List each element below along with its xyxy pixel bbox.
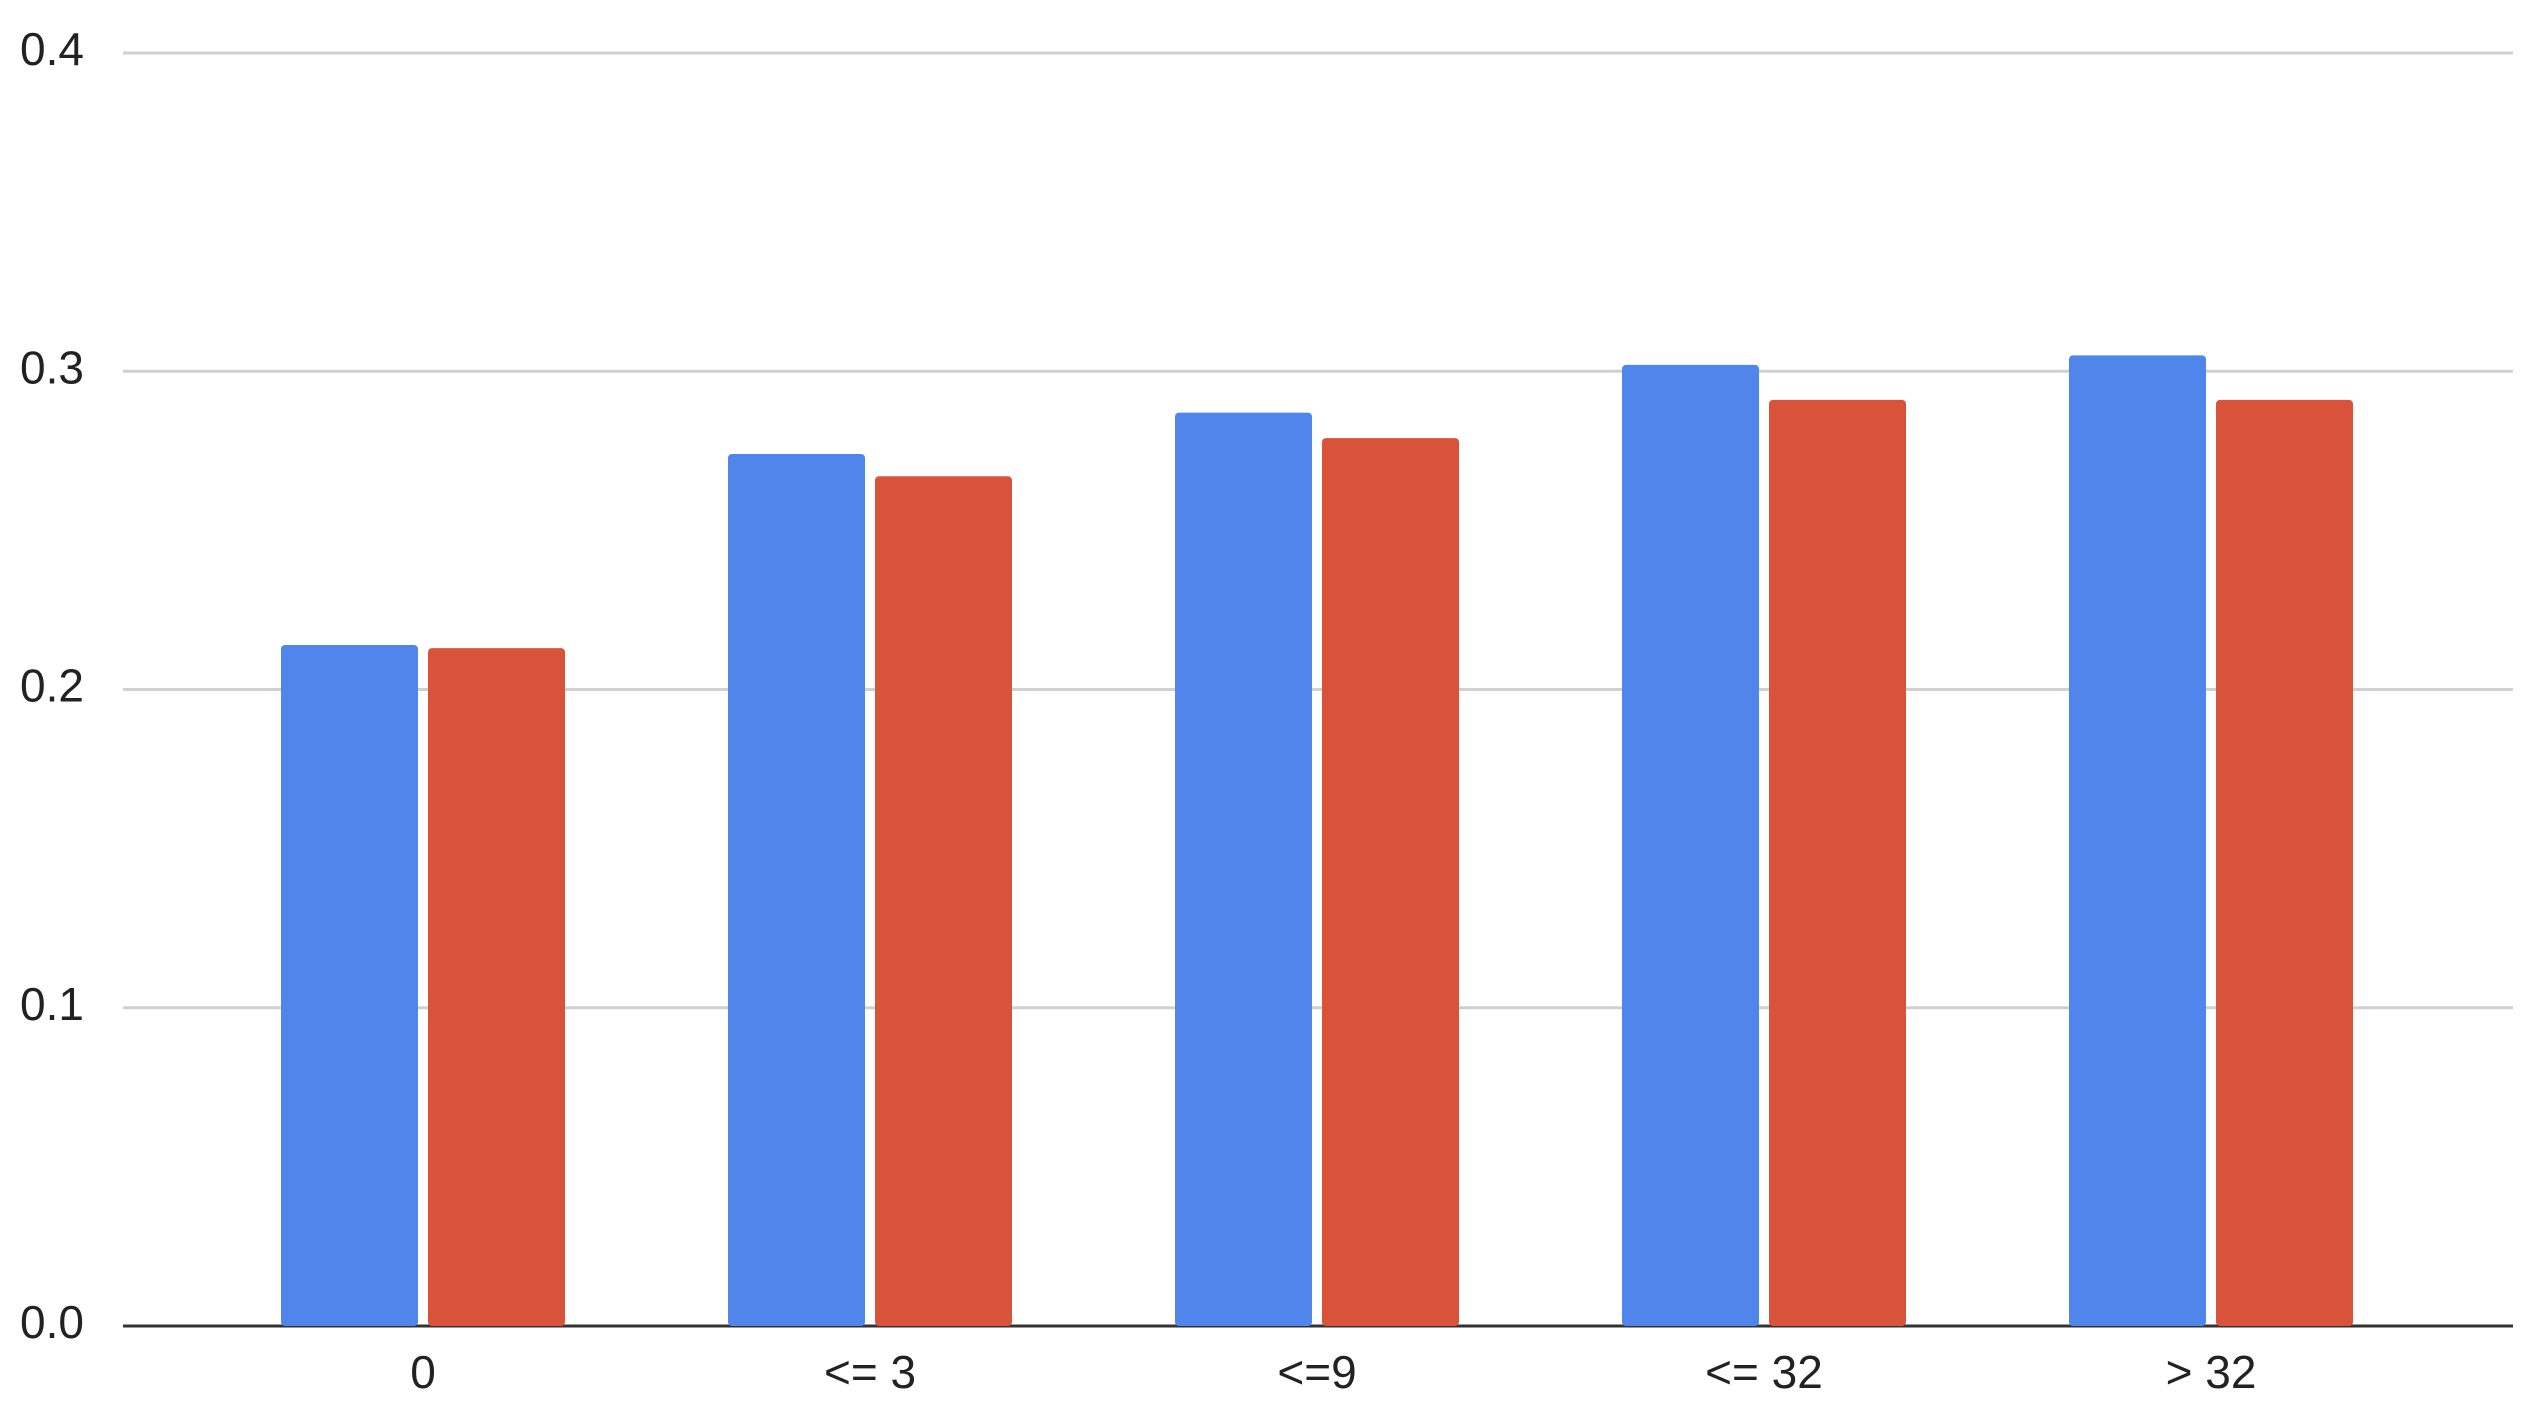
x-tick-label: > 32 [2166,1346,2257,1398]
x-tick-label: <= 3 [824,1346,916,1398]
y-tick-label: 0.0 [20,1296,84,1348]
bar [1322,438,1459,1326]
x-tick-label: <= 32 [1705,1346,1823,1398]
y-tick-label: 0.1 [20,978,84,1030]
bar [2069,355,2206,1326]
bar [728,453,865,1326]
bar [281,644,418,1326]
x-tick-label: 0 [410,1346,436,1398]
bar [875,476,1012,1327]
y-tick-label: 0.2 [20,660,84,712]
bar [1175,412,1312,1326]
bar [1769,399,1906,1327]
bar [2216,399,2353,1327]
y-tick-label: 0.3 [20,341,84,393]
y-tick-label: 0.4 [20,23,84,75]
bar [428,648,565,1326]
x-tick-label: <=9 [1277,1346,1356,1398]
bar [1622,364,1759,1326]
